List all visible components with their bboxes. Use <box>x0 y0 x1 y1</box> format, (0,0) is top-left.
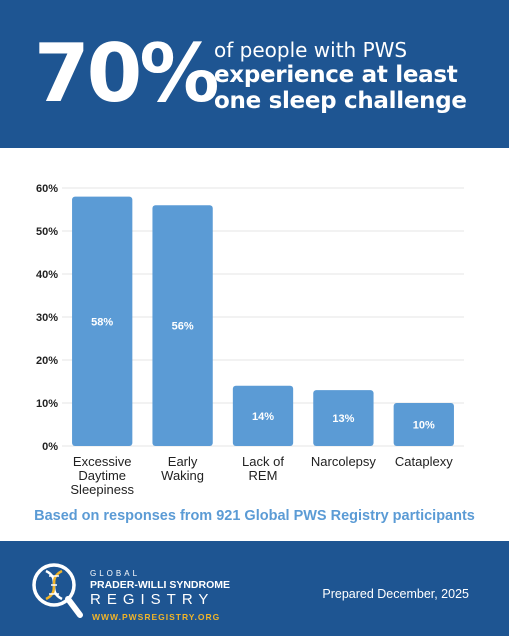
y-tick-label: 0% <box>42 441 58 453</box>
header-banner: 70% of people with PWS experience at lea… <box>0 0 509 148</box>
y-tick-label: 60% <box>36 183 58 195</box>
x-category-label: Narcolepsy <box>311 454 377 469</box>
headline-stat: 70% <box>34 27 219 120</box>
headline-line-3: one sleep challenge <box>214 88 467 114</box>
y-tick-label: 20% <box>36 355 58 367</box>
x-category-label: Cataplexy <box>395 454 453 469</box>
logo-global-text: GLOBAL <box>90 569 141 578</box>
prepared-date: Prepared December, 2025 <box>322 587 469 601</box>
bar <box>72 196 133 446</box>
bar-data-label: 56% <box>172 321 194 333</box>
y-tick-label: 50% <box>36 226 58 238</box>
bar-data-label: 58% <box>91 316 113 328</box>
y-tick-label: 10% <box>36 398 58 410</box>
x-category-label: REM <box>249 468 278 483</box>
y-tick-label: 30% <box>36 312 58 324</box>
bar-chart: 0% 10% 20% 30% 40% 50% 60% 58% ExcessiveDaytimeS… <box>36 183 464 497</box>
x-category-label: Waking <box>161 468 204 483</box>
x-category-label: Lack of <box>242 454 284 469</box>
y-tick-label: 40% <box>36 269 58 281</box>
headline-line-2: experience at least <box>214 62 458 88</box>
logo-registry-text: REGISTRY <box>90 591 215 608</box>
footer-banner: GLOBAL PRADER-WILLI SYNDROME REGISTRY WW… <box>0 541 509 636</box>
registry-logo-icon <box>32 563 83 618</box>
x-category-label: Early <box>168 454 198 469</box>
bar <box>393 403 454 446</box>
bar-data-label: 10% <box>413 420 435 432</box>
x-category-label: Sleepiness <box>70 482 134 497</box>
x-category-label: Daytime <box>78 468 126 483</box>
bar-data-label: 13% <box>332 413 354 425</box>
bar <box>152 205 213 446</box>
logo-url-text: WWW.PWSREGISTRY.ORG <box>92 612 221 622</box>
footnote: Based on responses from 921 Global PWS R… <box>34 508 475 524</box>
bar <box>313 390 374 446</box>
x-category-label: Excessive <box>73 454 132 469</box>
bar-data-label: 14% <box>252 411 274 423</box>
bar <box>232 385 294 446</box>
logo-name-text: PRADER-WILLI SYNDROME <box>90 579 230 591</box>
headline-line-1: of people with PWS <box>214 38 408 62</box>
